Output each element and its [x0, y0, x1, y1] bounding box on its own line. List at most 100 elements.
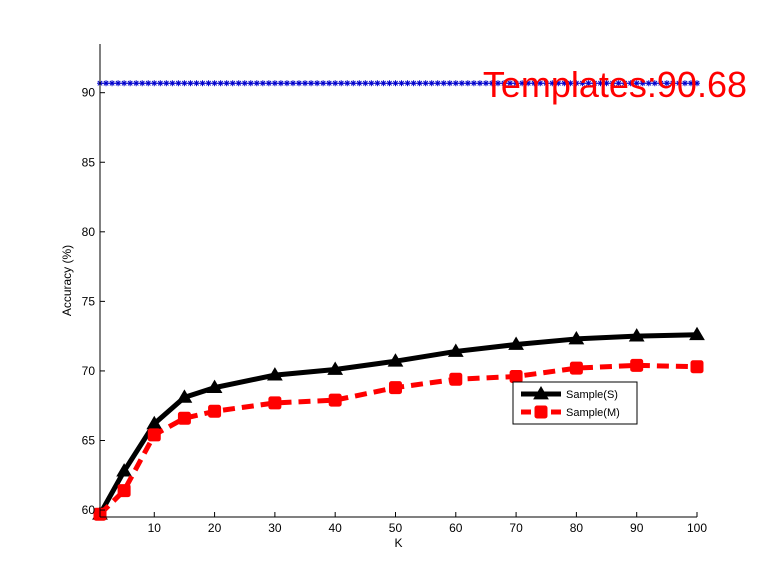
data-point — [388, 381, 402, 395]
reference-marker — [169, 80, 176, 87]
reference-marker — [543, 80, 550, 87]
data-point — [147, 428, 161, 442]
reference-marker — [476, 80, 483, 87]
series-group — [92, 326, 705, 521]
reference-marker — [609, 80, 616, 87]
reference-marker — [314, 80, 321, 87]
reference-marker — [537, 80, 544, 87]
reference-line-group — [97, 80, 700, 87]
reference-marker — [428, 80, 435, 87]
reference-marker — [549, 80, 556, 87]
reference-marker — [187, 80, 194, 87]
reference-marker — [235, 80, 242, 87]
y-tick-label: 60 — [82, 503, 96, 517]
reference-marker — [452, 80, 459, 87]
reference-marker — [488, 80, 495, 87]
reference-marker — [501, 80, 508, 87]
y-tick-group: 60 65 70 75 80 85 90 — [82, 86, 105, 517]
reference-marker — [247, 80, 254, 87]
reference-marker — [434, 80, 441, 87]
reference-marker — [217, 80, 224, 87]
reference-marker — [229, 80, 236, 87]
y-tick-label: 70 — [82, 364, 96, 378]
legend-marker — [534, 405, 548, 419]
reference-marker — [645, 80, 652, 87]
reference-marker — [597, 80, 604, 87]
reference-marker — [277, 80, 284, 87]
reference-marker — [308, 80, 315, 87]
data-point — [206, 379, 223, 394]
reference-marker — [127, 80, 134, 87]
x-axis-title: K — [394, 536, 402, 550]
legend-box — [512, 381, 638, 425]
reference-marker — [615, 80, 622, 87]
data-point — [569, 361, 583, 375]
data-point — [689, 326, 705, 341]
reference-marker — [163, 80, 170, 87]
x-tick-label: 90 — [630, 521, 644, 535]
y-tick-label: 80 — [82, 225, 96, 239]
reference-marker — [338, 80, 345, 87]
data-point — [449, 372, 463, 386]
reference-marker — [579, 80, 586, 87]
y-tick-label: 85 — [82, 155, 96, 169]
data-point — [268, 396, 282, 410]
data-point — [508, 336, 524, 350]
data-point — [628, 328, 645, 342]
x-tick-group: 10 20 30 40 50 60 70 80 90 100 — [148, 512, 707, 535]
data-point — [509, 369, 523, 383]
reference-marker — [362, 80, 369, 87]
reference-marker — [193, 80, 200, 87]
reference-marker — [386, 80, 393, 87]
legend-label: Sample(M) — [566, 407, 620, 419]
data-point — [116, 463, 132, 477]
reference-marker — [567, 80, 574, 87]
reference-marker — [627, 80, 634, 87]
reference-marker — [139, 80, 146, 87]
reference-marker — [531, 80, 538, 87]
data-point — [568, 330, 585, 345]
legend-marker — [533, 386, 549, 400]
reference-marker — [380, 80, 387, 87]
reference-marker — [585, 80, 592, 87]
axes-group — [99, 44, 697, 518]
reference-marker — [687, 80, 694, 87]
reference-marker — [416, 80, 423, 87]
reference-marker — [482, 80, 489, 87]
reference-marker — [326, 80, 333, 87]
data-point — [328, 393, 342, 407]
reference-marker — [223, 80, 230, 87]
reference-marker — [253, 80, 260, 87]
reference-marker — [151, 80, 158, 87]
reference-marker — [495, 80, 501, 87]
reference-marker — [296, 80, 302, 87]
data-point — [387, 353, 404, 367]
reference-marker — [133, 80, 140, 87]
reference-marker — [651, 80, 658, 87]
reference-marker — [211, 80, 218, 87]
reference-marker — [410, 80, 417, 87]
data-point — [176, 389, 193, 403]
reference-marker — [332, 80, 339, 87]
y-tick-label: 65 — [82, 433, 96, 447]
reference-marker — [573, 80, 580, 87]
reference-marker — [639, 80, 646, 87]
x-tick-label: 40 — [329, 521, 343, 535]
x-tick-label: 70 — [509, 521, 523, 535]
reference-marker — [103, 80, 110, 87]
reference-marker — [591, 80, 598, 87]
reference-marker — [470, 80, 477, 87]
reference-marker — [265, 80, 272, 87]
reference-marker — [404, 80, 411, 87]
reference-marker — [283, 80, 290, 87]
reference-marker — [657, 80, 664, 87]
data-point — [177, 411, 191, 425]
reference-marker — [271, 80, 278, 87]
x-tick-label: 30 — [268, 521, 282, 535]
reference-marker — [392, 80, 399, 87]
reference-marker — [350, 80, 357, 87]
reference-marker — [145, 80, 152, 87]
legend-item: Sample(M) — [521, 405, 620, 419]
reference-marker — [663, 80, 670, 87]
